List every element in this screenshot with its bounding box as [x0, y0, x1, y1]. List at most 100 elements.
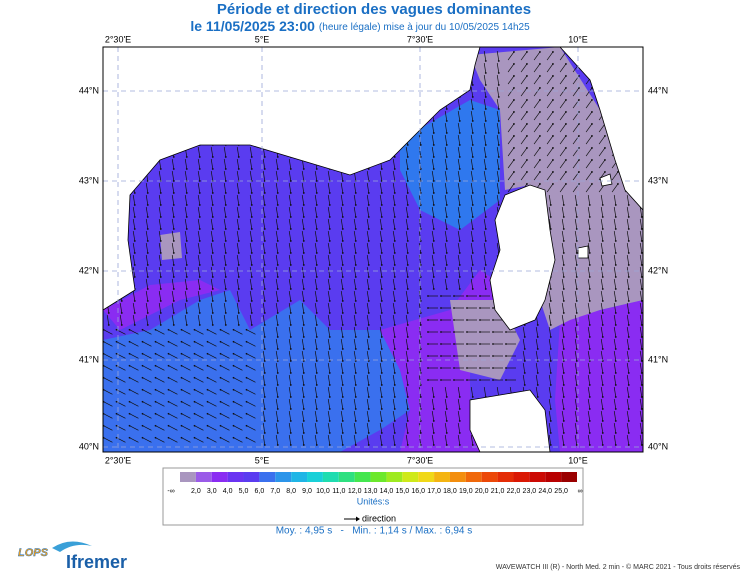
arrow-head [562, 372, 565, 374]
arrow [236, 291, 240, 301]
arrow [574, 195, 578, 205]
arrow [171, 231, 175, 241]
arrow-head [640, 216, 643, 218]
arrow [288, 207, 292, 217]
arrow [168, 389, 178, 395]
arrow [301, 363, 305, 373]
arrow [626, 279, 630, 289]
arrow-head [497, 192, 500, 194]
arrow-head [133, 252, 136, 254]
arrow-head [588, 336, 591, 338]
arrow [392, 243, 396, 253]
arrow [142, 389, 152, 395]
arrow [155, 365, 165, 371]
arrow [626, 351, 630, 361]
arrow [171, 183, 175, 193]
arrow-head [302, 372, 305, 374]
arrow [405, 327, 409, 337]
arrow-head [549, 360, 552, 362]
arrow [366, 255, 370, 265]
arrow-head [211, 228, 214, 230]
arrow-head [302, 408, 305, 410]
arrow [639, 351, 643, 361]
arrow [275, 411, 279, 421]
arrow-head [250, 276, 253, 278]
arrow [379, 291, 383, 301]
arrow-head [614, 444, 617, 446]
arrow [262, 387, 266, 397]
arrow-head [552, 159, 554, 161]
arrow [613, 291, 617, 301]
arrow-head [406, 216, 409, 218]
arrow [379, 303, 383, 313]
legend-label: 23,0 [523, 488, 537, 495]
arrow-head [224, 180, 227, 182]
arrow-head [627, 312, 630, 314]
arrow [158, 315, 162, 325]
arrow [561, 219, 565, 229]
arrow-head [484, 192, 487, 194]
arrow-head [354, 324, 357, 326]
arrow [600, 303, 604, 313]
arrow-head [588, 288, 591, 290]
arrow-head [237, 252, 240, 254]
arrow [327, 171, 331, 181]
arrow [366, 207, 370, 217]
color-swatch [434, 472, 450, 482]
arrow-head [565, 87, 567, 89]
arrow-head [627, 324, 630, 326]
arrow [533, 123, 541, 133]
arrow-head [354, 204, 357, 206]
arrow-head [167, 364, 170, 367]
island [599, 173, 613, 187]
arrow [233, 341, 243, 347]
arrow-head [302, 216, 305, 218]
arrow-head [328, 312, 331, 314]
arrow-head [471, 228, 474, 230]
sea-field [555, 300, 643, 452]
arrow [626, 231, 630, 241]
arrow [207, 353, 217, 359]
arrow [129, 389, 139, 395]
arrow-head [419, 252, 422, 254]
arrow-head [552, 51, 554, 53]
arrow-head [380, 276, 383, 278]
arrow [142, 437, 152, 443]
arrow-head [427, 331, 429, 333]
arrow-head [328, 264, 331, 266]
arrow [496, 171, 500, 181]
arrow-head [276, 372, 279, 374]
arrow [405, 339, 409, 349]
arrow-head [219, 364, 222, 367]
arrow-head [167, 376, 170, 379]
arrow-head [458, 432, 461, 434]
arrow-head [549, 348, 552, 350]
arrow-head [484, 60, 487, 62]
arrow-head [193, 352, 196, 355]
arrow [613, 351, 617, 361]
arrow [431, 423, 435, 433]
arrow-head [578, 135, 580, 137]
arrow-head [445, 144, 448, 146]
arrow [457, 423, 461, 433]
arrow [210, 207, 214, 217]
arrow [405, 231, 409, 241]
arrow-head [484, 216, 487, 218]
arrow [548, 303, 552, 313]
arrow [275, 231, 279, 241]
arrow-head [367, 408, 370, 410]
arrow-head [128, 412, 131, 415]
arrow-head [289, 192, 292, 194]
arrow [639, 315, 643, 325]
arrow-head [341, 264, 344, 266]
lat-label: 42°N [79, 265, 99, 275]
arrow-head [232, 412, 235, 415]
arrow [340, 315, 344, 325]
arrow [340, 327, 344, 337]
arrow-head [263, 300, 266, 302]
arrow [507, 135, 515, 145]
arrow-head [640, 324, 643, 326]
arrow-head [380, 408, 383, 410]
arrow [533, 147, 541, 157]
arrow [559, 75, 567, 85]
